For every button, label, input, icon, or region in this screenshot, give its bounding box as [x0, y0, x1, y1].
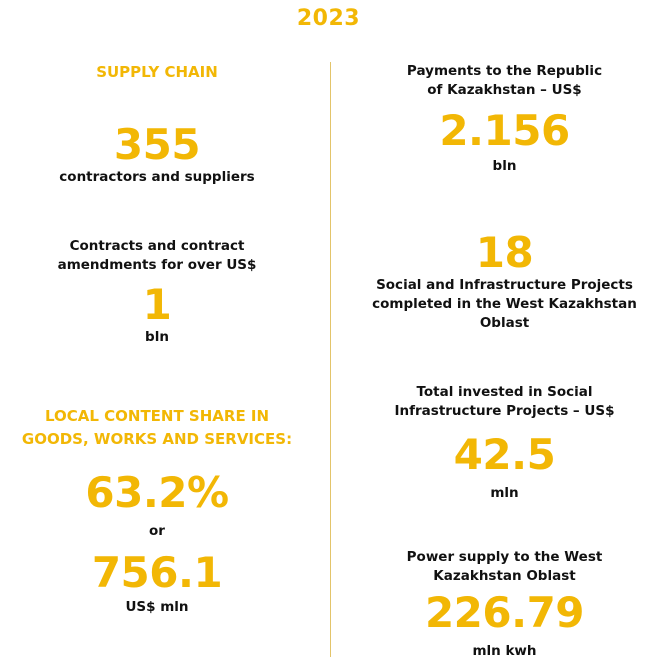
contracts-value: 1 — [142, 280, 172, 329]
local-content-unit: US$ mln — [125, 599, 189, 615]
payments-value: 2.156 — [439, 106, 570, 155]
local-content-amount: 756.1 — [91, 548, 223, 597]
projects-value: 18 — [475, 228, 534, 277]
power-unit: mln kwh — [472, 643, 537, 659]
projects-label-line1: Social and Infrastructure Projects — [376, 277, 633, 293]
invested-label-line2: Infrastructure Projects – US$ — [394, 403, 615, 419]
payments-label-line2: of Kazakhstan – US$ — [427, 82, 582, 98]
local-content-title-line1: LOCAL CONTENT SHARE IN — [44, 407, 270, 425]
power-value: 226.79 — [424, 588, 585, 637]
column-divider — [330, 62, 331, 657]
contractors-value: 355 — [113, 120, 201, 169]
power-label-line2: Kazakhstan Oblast — [433, 568, 576, 584]
projects-label-line3: Oblast — [479, 315, 530, 331]
invested-value: 42.5 — [453, 430, 556, 479]
year-heading: 2023 — [296, 6, 361, 31]
local-content-percent: 63.2% — [85, 468, 229, 517]
local-content-title-line2: GOODS, WORKS AND SERVICES: — [21, 430, 293, 448]
or-text: or — [149, 523, 165, 539]
contracts-unit: bln — [145, 329, 169, 345]
supply-chain-title: SUPPLY CHAIN — [96, 63, 218, 81]
projects-label-line2: completed in the West Kazakhstan — [372, 296, 637, 312]
invested-label-line1: Total invested in Social — [416, 384, 593, 400]
contracts-label-line2: amendments for over US$ — [57, 257, 257, 273]
invested-unit: mln — [490, 485, 519, 501]
payments-label-line1: Payments to the Republic — [406, 63, 603, 79]
contractors-label: contractors and suppliers — [59, 169, 255, 185]
power-label-line1: Power supply to the West — [406, 549, 603, 565]
contracts-label-line1: Contracts and contract — [69, 238, 245, 254]
payments-unit: bln — [492, 158, 517, 174]
